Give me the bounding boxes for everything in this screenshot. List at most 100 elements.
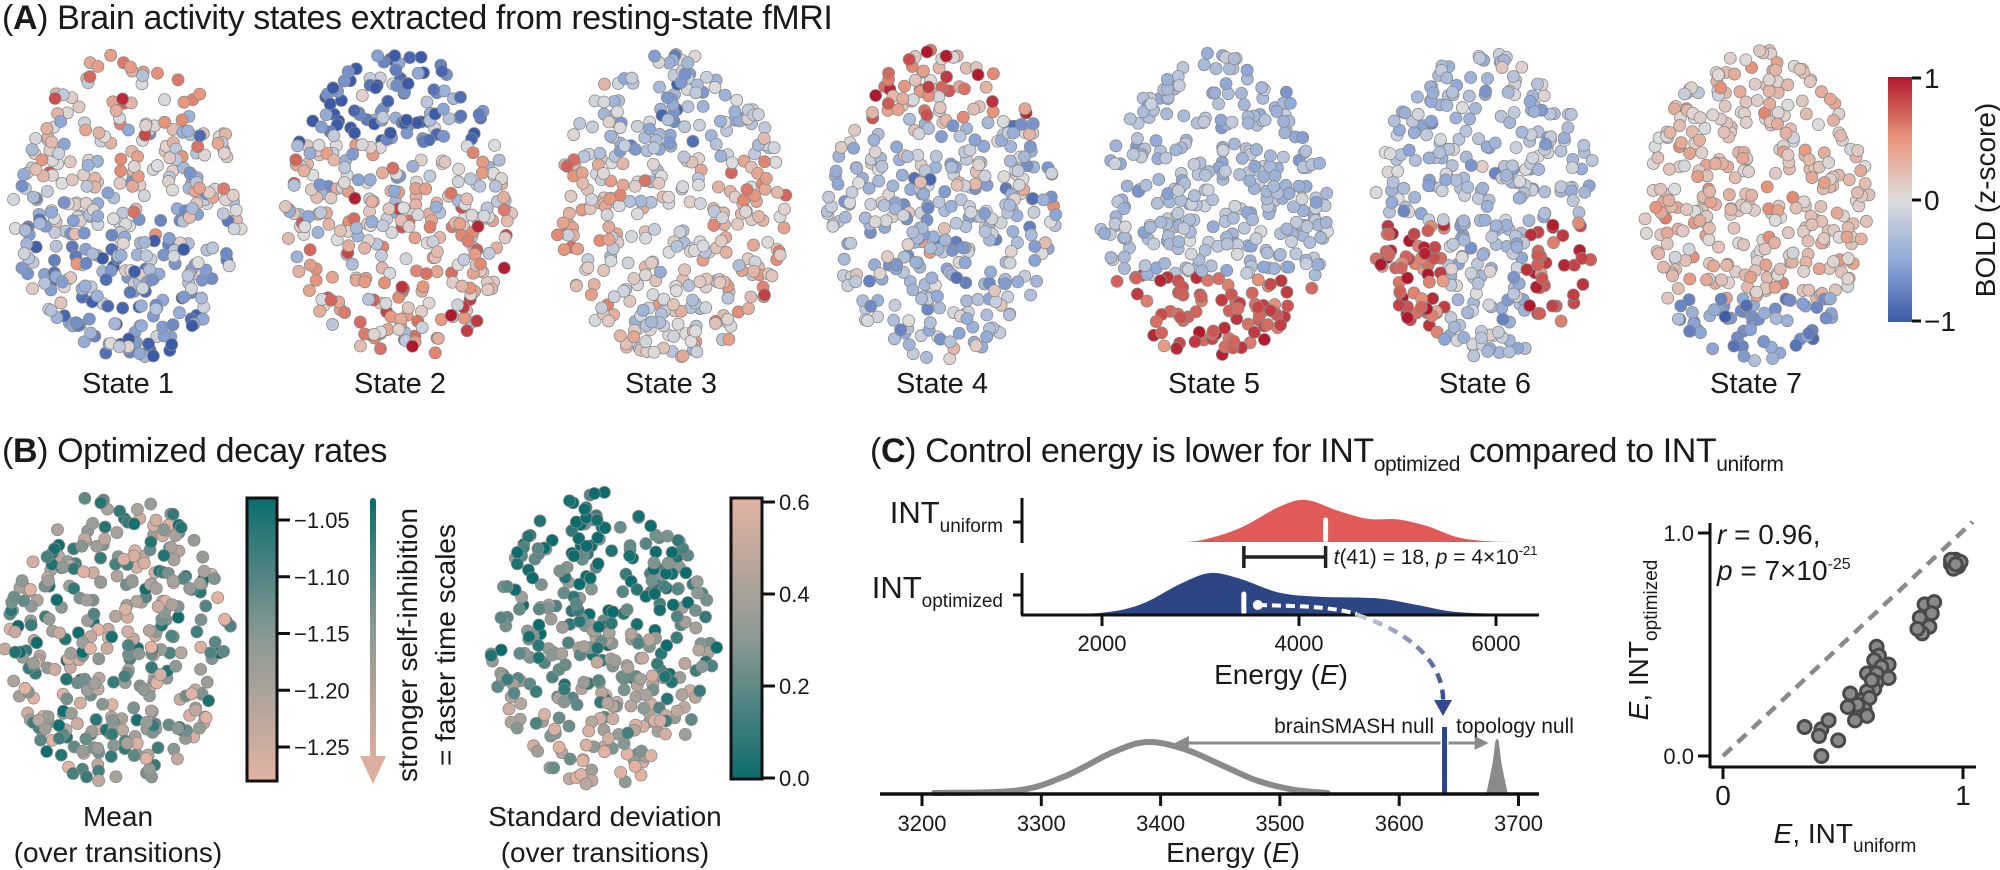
brain-node (341, 65, 355, 79)
brain-node (1397, 181, 1411, 195)
brain-node (1478, 213, 1492, 227)
brain-node (1554, 314, 1568, 328)
brain-node (1475, 331, 1488, 345)
brain-node (1421, 224, 1435, 238)
brain-node (597, 95, 611, 109)
brain-node (1011, 164, 1025, 178)
brain-node (713, 276, 727, 290)
y-tick-label: 1.0 (1663, 521, 1694, 546)
brain-node (38, 276, 52, 290)
brain-node (1523, 299, 1536, 313)
brain-node (126, 179, 139, 193)
brain-node (42, 574, 55, 588)
brain-node (1225, 115, 1239, 129)
brain-node (1694, 326, 1707, 340)
brain-node (695, 660, 709, 674)
brain-node (422, 133, 436, 147)
brain-node (127, 701, 141, 715)
brain-node (1277, 115, 1291, 128)
brain-node (595, 301, 609, 315)
brain-node (218, 612, 232, 626)
brain-node (950, 178, 964, 192)
correlation-r: r = 0.96, (1717, 519, 1821, 550)
brain-node (348, 126, 361, 140)
brain-node (420, 95, 434, 109)
brain-node (1027, 205, 1041, 219)
brain-node (513, 647, 527, 660)
brain-node (569, 279, 583, 293)
brain-node (1194, 290, 1208, 304)
brain-node (1502, 345, 1516, 359)
brain-node (497, 190, 511, 204)
brain-node (473, 179, 487, 193)
brain-node (149, 582, 163, 595)
brain-node (151, 66, 164, 80)
brain-node (149, 302, 163, 316)
brain-node (1283, 96, 1297, 110)
brain-node (389, 63, 403, 77)
brain-node (632, 509, 646, 523)
brain-node (65, 173, 79, 187)
state-label: State 1 (82, 368, 174, 400)
brain-node (1539, 137, 1553, 151)
brain-node (1197, 58, 1211, 72)
brain-node (1184, 247, 1198, 261)
brain-node (1718, 310, 1732, 323)
brain-node (1789, 338, 1803, 352)
brain-node (1152, 173, 1166, 186)
brain-node (616, 585, 630, 599)
brain-node (1176, 288, 1190, 302)
brain-node (645, 315, 658, 329)
brain-node (1257, 260, 1270, 274)
brain-node (1455, 101, 1469, 114)
brain-node (513, 602, 526, 616)
brain-node (603, 192, 617, 206)
brain-node (1683, 272, 1697, 286)
brain-node (869, 89, 883, 102)
brain-node (1532, 163, 1545, 176)
brain-node (454, 90, 467, 104)
brain-node (165, 629, 179, 643)
brain-node (1805, 218, 1819, 232)
brain-node (848, 123, 862, 137)
brain-node (402, 220, 416, 233)
brain-node (1523, 95, 1537, 108)
brain-node (107, 738, 121, 752)
brain-node (1435, 184, 1449, 198)
brain-node (585, 582, 598, 596)
arrow-down-icon (1434, 700, 1452, 716)
brain-node (732, 259, 746, 272)
brain-node (18, 223, 32, 237)
brain-node (144, 497, 158, 511)
brain-node (385, 226, 399, 240)
brain-node (193, 129, 207, 143)
brain-node (730, 93, 744, 107)
brain-node (121, 625, 135, 638)
brain-node (117, 552, 131, 566)
brain-node (183, 167, 197, 180)
brain-node (397, 201, 410, 215)
brain-node (109, 609, 122, 623)
brain-node (1424, 114, 1438, 128)
brain-node (1402, 143, 1416, 157)
brain-node (888, 298, 902, 312)
brain-node (1155, 326, 1169, 340)
brain-node (1666, 269, 1680, 283)
brain-node (181, 269, 195, 283)
brain-node (1104, 251, 1118, 264)
x-tick-label: 1 (1955, 780, 1971, 811)
state-label: State 5 (1168, 368, 1260, 400)
brain-node (1220, 237, 1234, 251)
brain-node (881, 97, 895, 110)
brain-node (1742, 165, 1755, 178)
brain-node (1712, 240, 1726, 254)
brain-node (1012, 178, 1026, 192)
brain-node (1418, 247, 1432, 260)
brain-node (986, 67, 1000, 81)
brain-node (758, 288, 771, 302)
sd-label: Standard deviation (488, 801, 722, 832)
brain-node (1708, 157, 1722, 171)
brain-node (581, 261, 595, 275)
brain-node (544, 612, 558, 626)
brain-node (1247, 325, 1261, 339)
